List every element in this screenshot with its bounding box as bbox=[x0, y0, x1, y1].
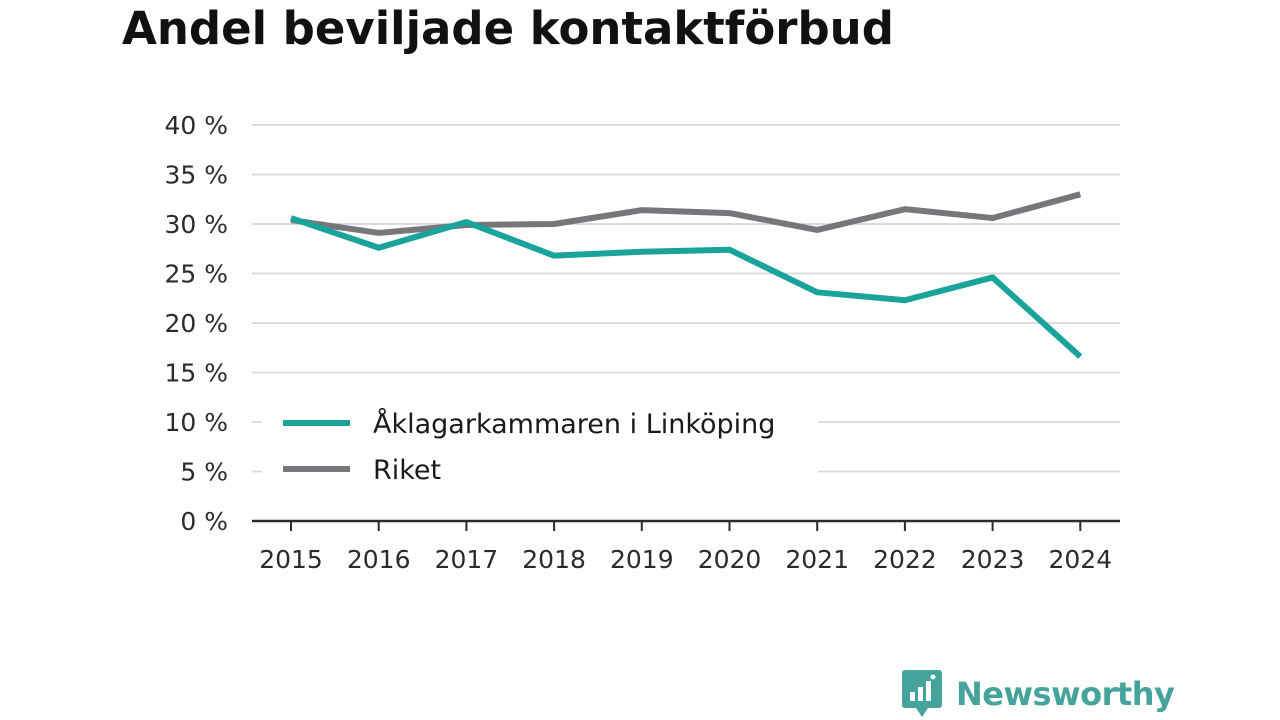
x-tick-label: 2017 bbox=[435, 545, 499, 574]
x-tick-label: 2018 bbox=[522, 545, 586, 574]
x-tick-label: 2022 bbox=[873, 545, 937, 574]
x-tick-label: 2020 bbox=[698, 545, 762, 574]
y-tick-label: 10 % bbox=[164, 408, 228, 437]
x-tick-label: 2015 bbox=[259, 545, 323, 574]
y-axis-ticks: 0 % 5 % 10 % 15 % 20 % 25 % 30 % 35 % 40 % bbox=[164, 111, 228, 536]
chart-title: Andel beviljade kontaktförbud bbox=[122, 2, 894, 55]
x-axis-ticks: 2015 2016 2017 2018 2019 2020 2021 2022 2023 2024 bbox=[259, 521, 1112, 574]
x-tick-label: 2023 bbox=[961, 545, 1025, 574]
legend: Åklagarkammaren i Linköping Riket bbox=[262, 398, 818, 498]
y-tick-label: 35 % bbox=[164, 161, 228, 190]
series-line-riket bbox=[290, 191, 1082, 236]
y-tick-label: 15 % bbox=[164, 359, 228, 388]
legend-label: Riket bbox=[373, 455, 441, 486]
y-tick-label: 25 % bbox=[164, 260, 228, 289]
x-tick-label: 2019 bbox=[610, 545, 674, 574]
brand-name: Newsworthy bbox=[956, 675, 1175, 713]
y-tick-label: 40 % bbox=[164, 111, 228, 140]
y-tick-label: 20 % bbox=[164, 309, 228, 338]
x-tick-label: 2021 bbox=[785, 545, 849, 574]
x-tick-label: 2016 bbox=[347, 545, 411, 574]
x-tick-label: 2024 bbox=[1048, 545, 1112, 574]
series-lines bbox=[290, 191, 1083, 359]
series-line-aklagarkammaren bbox=[290, 215, 1083, 359]
y-tick-label: 30 % bbox=[164, 210, 228, 239]
y-tick-label: 5 % bbox=[180, 458, 228, 487]
legend-background bbox=[262, 398, 818, 498]
newsworthy-logo-icon bbox=[902, 670, 942, 717]
y-tick-label: 0 % bbox=[180, 507, 228, 536]
brand-logo: Newsworthy bbox=[902, 670, 1175, 718]
legend-label: Åklagarkammaren i Linköping bbox=[373, 408, 775, 440]
